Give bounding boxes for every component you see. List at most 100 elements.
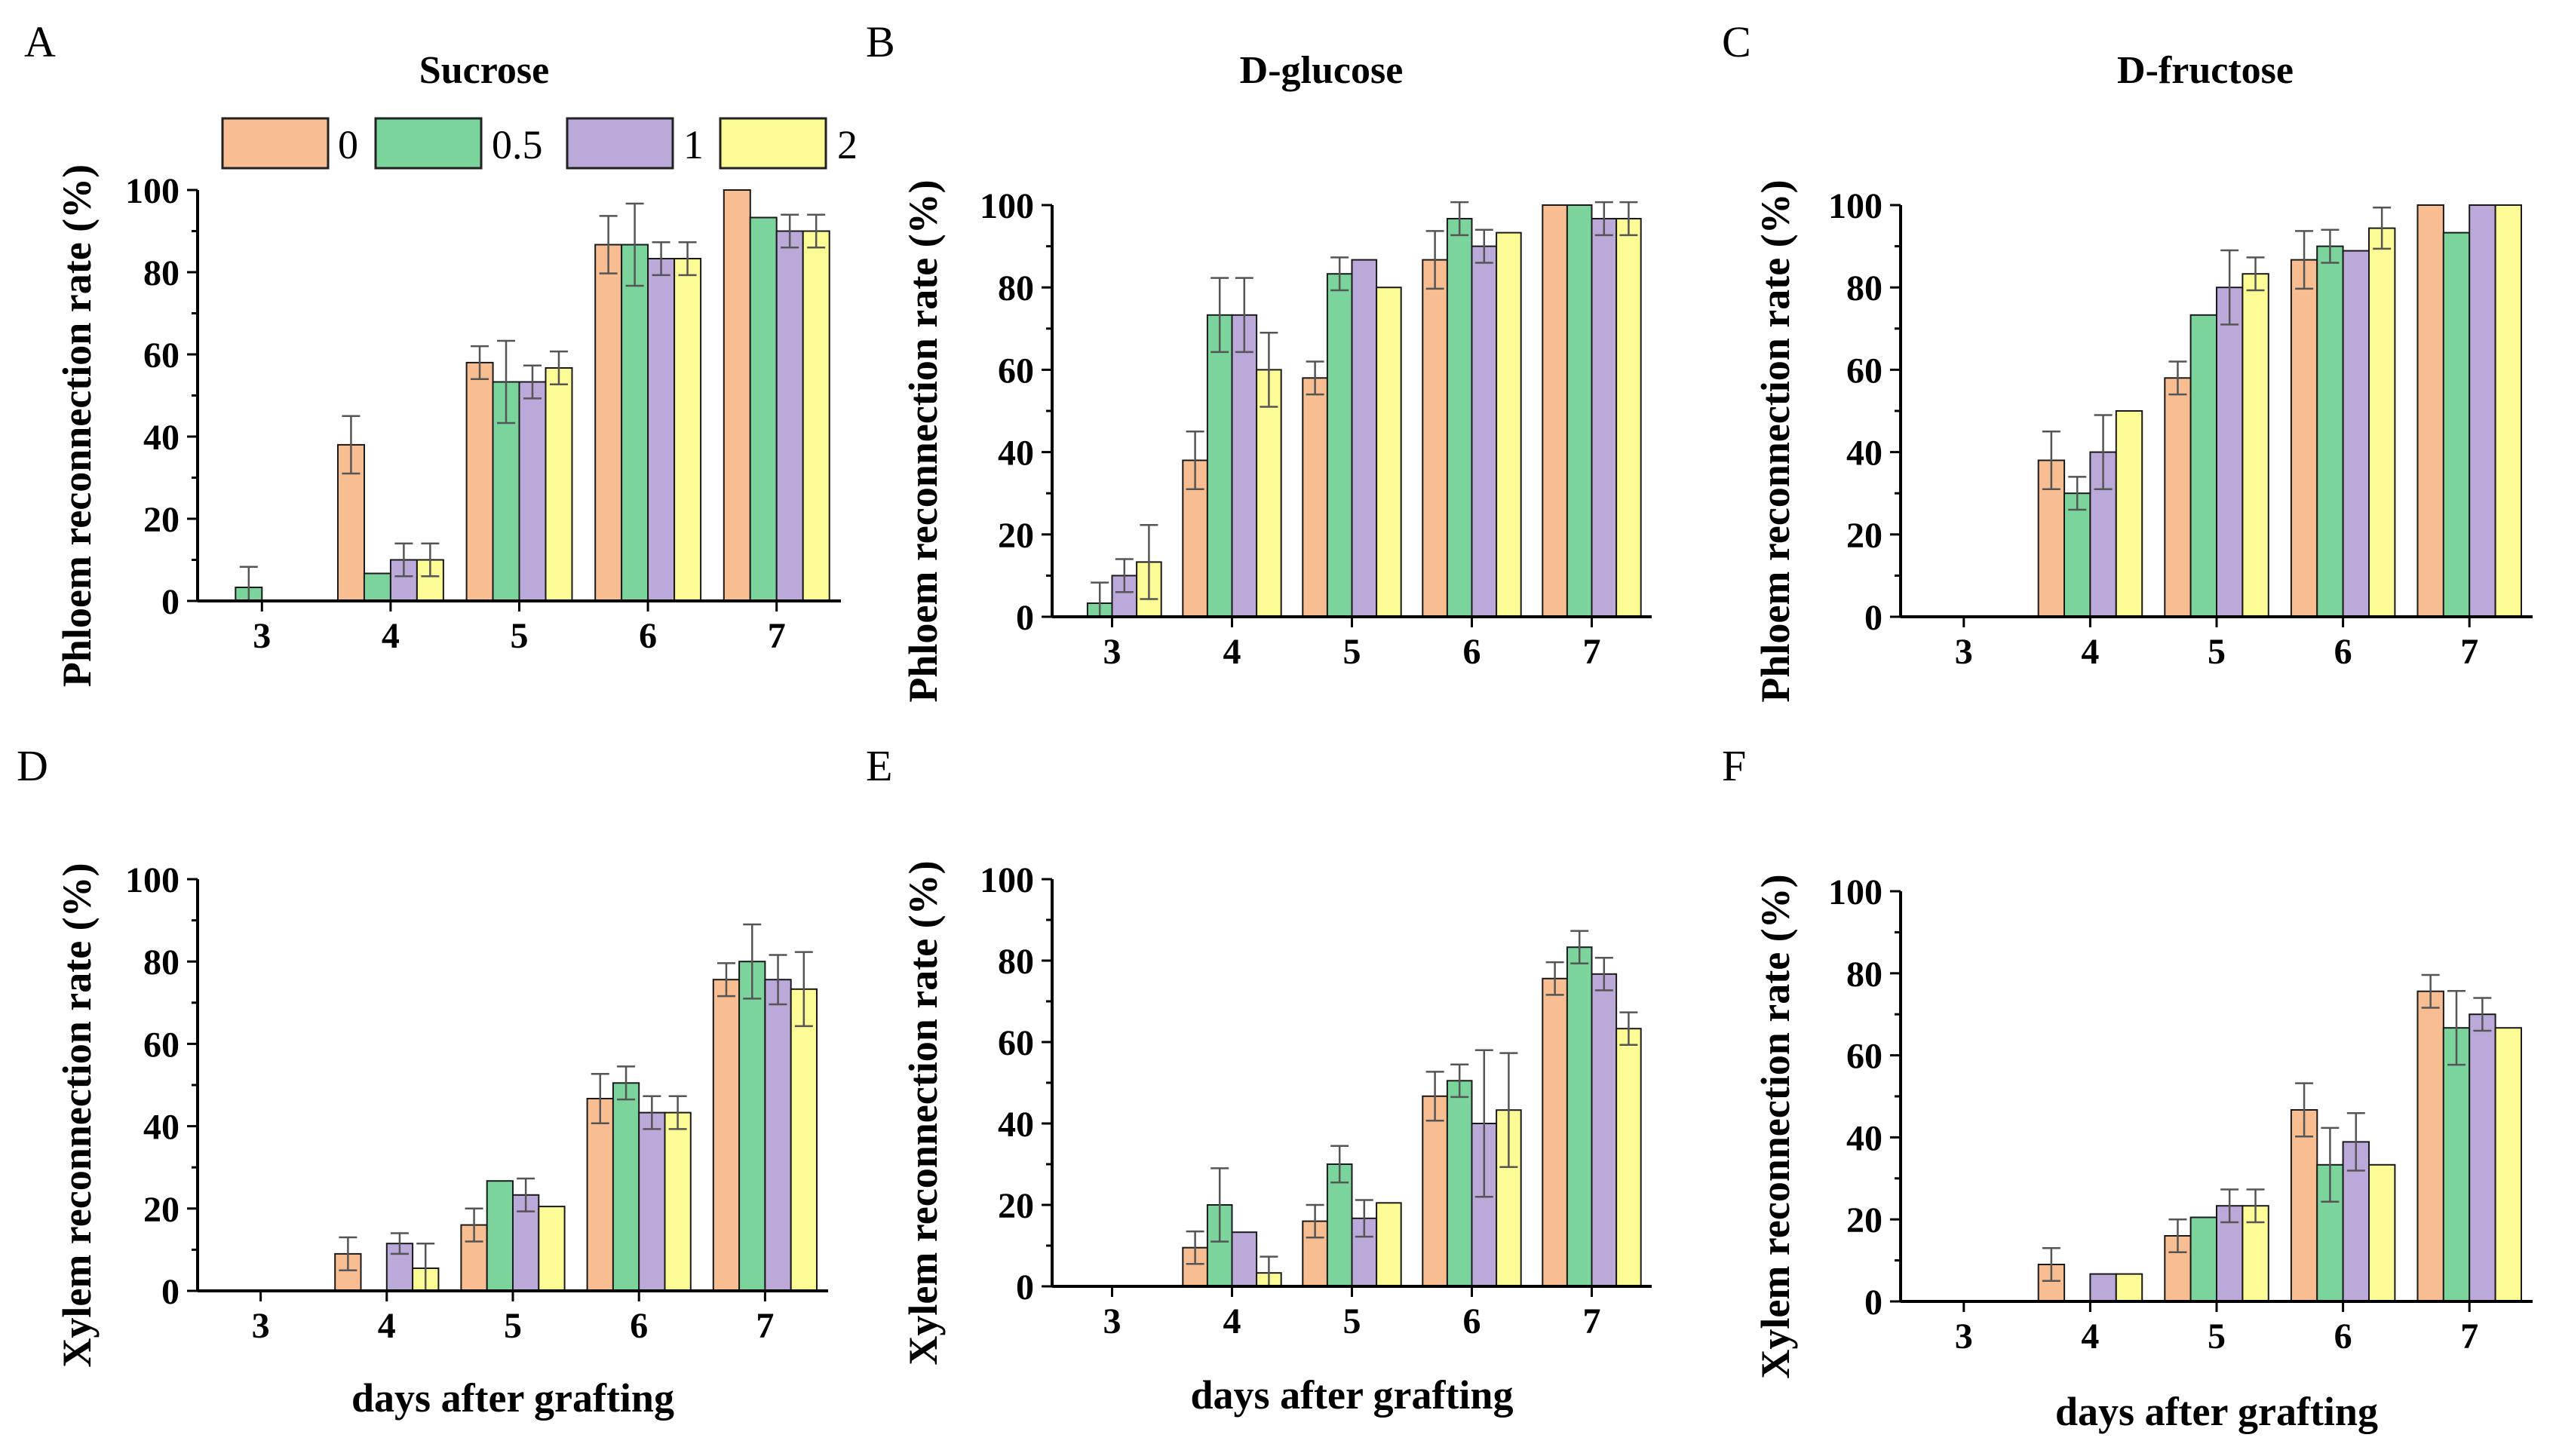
bar-d-day7-s0	[712, 979, 741, 1292]
error-bar-a-day6-s2	[678, 241, 697, 277]
bar-f-day7-s0	[2416, 990, 2444, 1302]
bar-b-day4-s2	[1256, 369, 1282, 618]
bar-d-day6-s0.5	[612, 1082, 640, 1292]
error-bar-f-day6-s0	[2295, 1082, 2314, 1138]
error-bar-d-day7-s2	[794, 951, 813, 1028]
error-bar-a-day4-s2	[421, 542, 440, 578]
y-tick-label-d-80: 80	[143, 943, 180, 982]
error-bar-b-day4-s0.5	[1210, 277, 1229, 354]
bar-f-day7-s1	[2469, 1013, 2496, 1302]
legend-swatch-0	[221, 117, 330, 170]
y-tick-label-d-60: 60	[143, 1025, 180, 1065]
error-bar-b-day4-s1	[1235, 277, 1253, 354]
bar-c-day5-s0.5	[2189, 314, 2218, 618]
y-axis-label-c: Phloem reconnection rate (%)	[1753, 179, 1798, 702]
y-axis-label-e: Xylem reconnection rate (%)	[901, 860, 946, 1365]
chart-panel-a: 0 20 40 60 80 100 3 4 5 6 7 Phloem reconnection rat…	[54, 164, 841, 687]
y-tick-label-f-20: 20	[1846, 1200, 1882, 1240]
error-bar-f-day7-s1	[2473, 997, 2492, 1032]
bar-b-day4-s0.5	[1206, 314, 1233, 618]
error-bar-a-day5-s1	[523, 364, 542, 400]
panel-letter-b: B	[866, 17, 895, 66]
chart-panel-d: 0 20 40 60 80 100 3 4 5 6 7 Xylem reconnection rate…	[54, 860, 828, 1421]
x-tick-label-c-3: 3	[1955, 632, 1973, 672]
y-tick-label-e-60: 60	[998, 1023, 1034, 1063]
bar-b-day6-s1	[1471, 245, 1498, 618]
error-bar-a-day6-s1	[652, 241, 670, 277]
bar-d-day7-s2	[790, 988, 818, 1292]
error-bar-a-day5-s0.5	[497, 339, 516, 425]
y-tick-label-a-40: 40	[143, 418, 180, 458]
error-bar-d-day4-s0	[339, 1236, 357, 1271]
bar-c-day7-s0	[2416, 204, 2444, 618]
error-bar-a-day7-s2	[807, 213, 826, 249]
y-tick-label-d-40: 40	[143, 1108, 180, 1148]
bar-f-day7-s0.5	[2442, 1027, 2471, 1302]
y-tick-label-c-0: 0	[1864, 598, 1882, 638]
error-bar-d-day5-s0	[465, 1207, 483, 1243]
error-bar-e-day5-s0.5	[1330, 1145, 1349, 1184]
x-axis-label-d: days after grafting	[351, 1375, 674, 1421]
error-bar-a-day4-s0	[342, 415, 361, 475]
bar-e-day7-s1	[1591, 973, 1618, 1288]
error-bar-a-day4-s1	[394, 542, 413, 578]
x-tick-label-a-7: 7	[768, 616, 786, 656]
error-bar-c-day4-s1	[2094, 414, 2113, 490]
y-axis-label-a: Phloem reconnection rate (%)	[54, 164, 100, 687]
error-bar-b-day5-s0	[1306, 360, 1324, 396]
error-bar-b-day4-s2	[1260, 332, 1278, 408]
bar-e-day7-s2	[1616, 1028, 1642, 1287]
error-bar-e-day7-s2	[1619, 1011, 1638, 1047]
error-bar-b-day3-s2	[1140, 523, 1158, 600]
bar-f-day4-s2	[2115, 1273, 2143, 1302]
error-bar-e-day7-s0	[1545, 961, 1564, 996]
error-bar-b-day7-s1	[1594, 201, 1613, 237]
error-bar-b-day6-s0	[1425, 230, 1444, 290]
error-bar-d-day6-s0	[591, 1073, 609, 1125]
bar-a-day7-s0.5	[749, 216, 778, 602]
bar-b-day7-s1	[1591, 218, 1618, 618]
bar-a-day7-s1	[775, 230, 804, 602]
error-bar-b-day5-s0.5	[1330, 256, 1349, 292]
bar-d-day6-s1	[638, 1111, 666, 1292]
error-bar-c-day6-s0	[2295, 230, 2314, 290]
error-bar-d-day7-s1	[769, 954, 787, 1006]
y-tick-label-a-80: 80	[143, 253, 180, 293]
x-tick-label-d-3: 3	[252, 1306, 270, 1346]
y-tick-label-f-100: 100	[1828, 872, 1882, 912]
bar-c-day5-s1	[2216, 287, 2244, 618]
error-bar-e-day4-s0	[1186, 1230, 1204, 1265]
x-tick-label-c-5: 5	[2208, 632, 2226, 672]
legend: 0 0.5 1 2	[221, 117, 858, 170]
error-bar-f-day5-s2	[2246, 1188, 2265, 1224]
bar-c-day7-s2	[2494, 204, 2523, 618]
chart-title-c: D-fructose	[2117, 49, 2294, 92]
panel-letter-f: F	[1722, 741, 1746, 790]
bar-a-day5-s0	[465, 361, 494, 602]
x-tick-label-c-7: 7	[2460, 632, 2478, 672]
error-bar-e-day6-s1	[1474, 1049, 1493, 1198]
x-tick-label-e-3: 3	[1103, 1301, 1122, 1341]
bar-c-day6-s1	[2342, 250, 2370, 618]
error-bar-f-day7-s0	[2421, 973, 2440, 1009]
panel-letter-d: D	[17, 741, 48, 790]
bar-a-day6-s0	[594, 244, 623, 602]
bar-a-day5-s2	[545, 367, 573, 602]
x-tick-label-d-7: 7	[756, 1306, 774, 1346]
panel-letter-c: C	[1722, 17, 1751, 66]
y-tick-label-c-80: 80	[1846, 268, 1882, 308]
y-tick-label-e-0: 0	[1016, 1267, 1034, 1307]
x-axis-label-e: days after grafting	[1191, 1372, 1514, 1418]
error-bar-b-day3-s1	[1115, 558, 1134, 593]
error-bar-a-day7-s1	[781, 213, 799, 249]
x-tick-label-b-4: 4	[1223, 632, 1241, 672]
bar-e-day6-s0.5	[1446, 1080, 1473, 1288]
legend-label-1: 0.5	[492, 122, 543, 167]
y-tick-label-c-20: 20	[1846, 516, 1882, 556]
y-tick-label-d-100: 100	[125, 860, 180, 900]
error-bar-c-day6-s0.5	[2321, 228, 2340, 264]
bar-c-day5-s0	[2164, 377, 2192, 618]
bar-b-day4-s1	[1231, 314, 1258, 618]
